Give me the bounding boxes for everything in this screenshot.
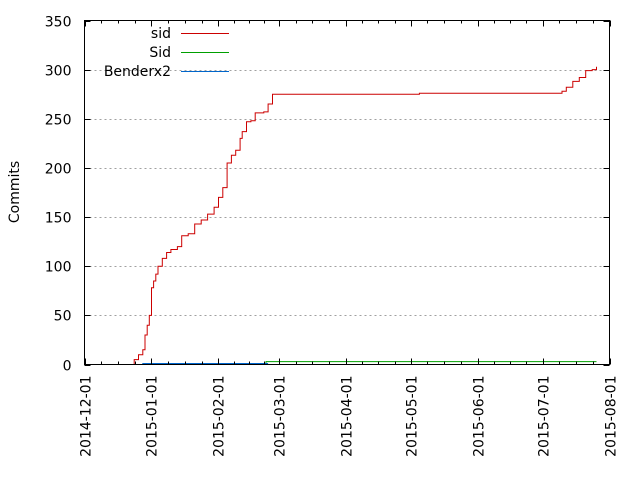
legend-label-sid: Sid	[149, 45, 171, 61]
x-tick-label: 2015-06-01	[472, 376, 488, 457]
y-tick-label: 0	[63, 359, 72, 375]
x-tick-label: 2015-04-01	[340, 376, 356, 457]
legend-label-benderx2: Benderx2	[104, 64, 171, 80]
series-lines	[129, 66, 597, 365]
x-tick-label: 2015-08-01	[604, 376, 620, 457]
x-tick-label: 2015-03-01	[273, 376, 289, 457]
y-axis-ticks: 0 50 100 150 200 250 300 350	[45, 15, 610, 375]
x-tick-label: 2014-12-01	[79, 376, 95, 457]
y-tick-label: 200	[45, 162, 72, 178]
y-tick-label: 150	[45, 211, 72, 227]
y-tick-label: 350	[45, 15, 72, 31]
legend-label-sid: sid	[151, 26, 171, 42]
series-line-sid	[129, 66, 597, 365]
x-tick-label: 2015-01-01	[145, 376, 161, 457]
y-axis-label: Commits	[7, 161, 23, 223]
x-tick-label: 2015-02-01	[212, 376, 228, 457]
y-tick-label: 300	[45, 64, 72, 80]
x-axis-ticks: 2014-12-01 2015-01-01 2015-02-01 2015-03-01…	[79, 20, 620, 457]
legend: sid Sid Benderx2	[104, 26, 229, 80]
x-tick-label: 2015-05-01	[405, 376, 421, 457]
y-tick-label: 250	[45, 113, 72, 129]
y-tick-label: 100	[45, 260, 72, 276]
x-tick-label: 2015-07-01	[537, 376, 553, 457]
y-tick-label: 50	[54, 309, 72, 325]
grid-lines	[84, 70, 610, 316]
